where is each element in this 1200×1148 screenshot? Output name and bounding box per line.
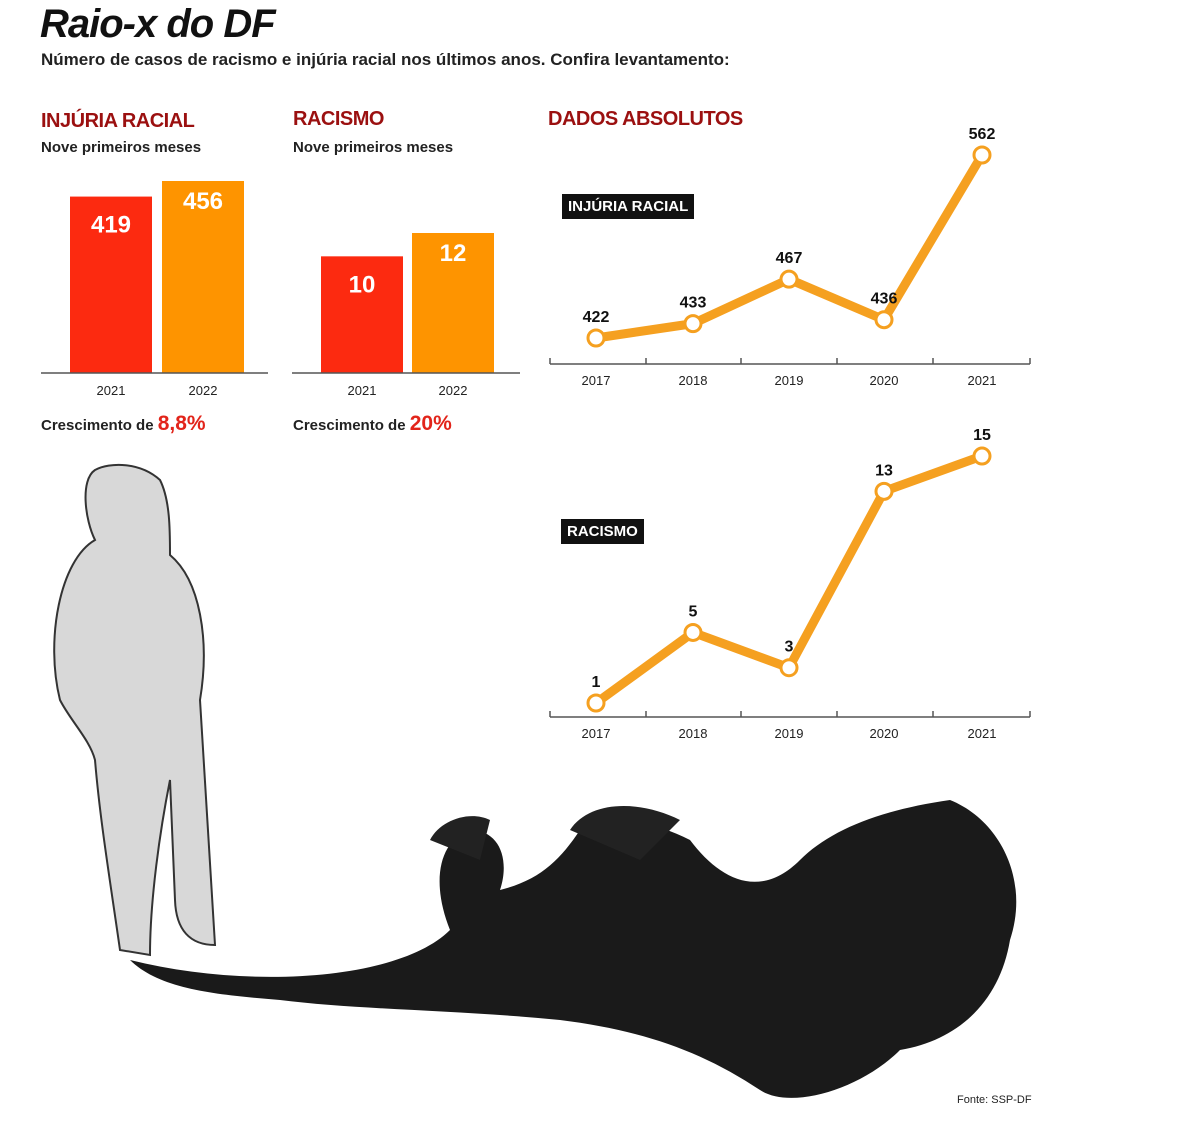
data-label: 433 bbox=[680, 295, 707, 312]
bar-2021 bbox=[321, 256, 403, 373]
x-tick-label: 2017 bbox=[582, 373, 611, 388]
data-point bbox=[874, 481, 894, 501]
racismo-line-tag: RACISMO bbox=[561, 519, 644, 544]
x-tick-label: 2019 bbox=[775, 373, 804, 388]
x-tick-label: 2021 bbox=[968, 373, 997, 388]
racismo-growth: Crescimento de 20% bbox=[293, 412, 452, 435]
data-point bbox=[683, 314, 703, 334]
data-label: 467 bbox=[776, 250, 803, 267]
page-subtitle: Número de casos de racismo e injúria rac… bbox=[41, 50, 730, 69]
data-label: 562 bbox=[969, 126, 996, 143]
shadow-hand bbox=[430, 806, 680, 860]
bar-value-label: 419 bbox=[91, 212, 131, 239]
data-label: 3 bbox=[785, 639, 794, 656]
racismo-bar-title: RACISMO bbox=[293, 108, 384, 130]
man-figure bbox=[53, 463, 217, 957]
bar-2021 bbox=[70, 196, 152, 373]
series-line bbox=[595, 152, 986, 343]
data-point bbox=[779, 658, 799, 678]
data-label: 5 bbox=[689, 603, 698, 620]
x-tick-label: 2021 bbox=[97, 383, 126, 398]
data-label: 13 bbox=[875, 462, 893, 479]
injuria-bar-subtitle: Nove primeiros meses bbox=[41, 139, 202, 156]
data-point bbox=[972, 145, 992, 165]
data-point bbox=[586, 328, 606, 348]
data-label: 15 bbox=[973, 427, 991, 444]
injuria-bar-title: INJÚRIA RACIAL bbox=[41, 110, 195, 132]
racismo-bar-subtitle: Nove primeiros meses bbox=[293, 139, 454, 156]
data-point bbox=[874, 310, 894, 330]
x-tick-label: 2017 bbox=[582, 726, 611, 741]
injuria-line-tag: INJÚRIA RACIAL bbox=[562, 194, 695, 219]
page-title: Raio-x do DF bbox=[40, 2, 276, 46]
shadow-blob bbox=[130, 800, 1017, 1098]
bar-value-label: 10 bbox=[349, 271, 376, 298]
absolute-data-title: DADOS ABSOLUTOS bbox=[548, 108, 743, 130]
bar-value-label: 12 bbox=[440, 240, 467, 267]
data-point bbox=[586, 693, 606, 713]
x-tick-label: 2022 bbox=[189, 383, 218, 398]
data-point bbox=[972, 446, 992, 466]
x-tick-label: 2018 bbox=[679, 373, 708, 388]
data-point bbox=[779, 269, 799, 289]
source-note: Fonte: SSP-DF bbox=[957, 1094, 1032, 1106]
x-tick-label: 2020 bbox=[870, 726, 899, 741]
x-tick-label: 2018 bbox=[679, 726, 708, 741]
data-label: 1 bbox=[592, 674, 601, 691]
data-label: 422 bbox=[583, 309, 610, 326]
injuria-growth: Crescimento de 8,8% bbox=[41, 412, 206, 435]
bar-2022 bbox=[162, 181, 244, 373]
bar-value-label: 456 bbox=[183, 188, 223, 215]
x-tick-label: 2020 bbox=[870, 373, 899, 388]
data-label: 436 bbox=[871, 291, 898, 308]
data-point bbox=[683, 622, 703, 642]
bar-2022 bbox=[412, 233, 494, 373]
x-tick-label: 2021 bbox=[968, 726, 997, 741]
x-tick-label: 2021 bbox=[348, 383, 377, 398]
x-tick-label: 2022 bbox=[439, 383, 468, 398]
x-tick-label: 2019 bbox=[775, 726, 804, 741]
